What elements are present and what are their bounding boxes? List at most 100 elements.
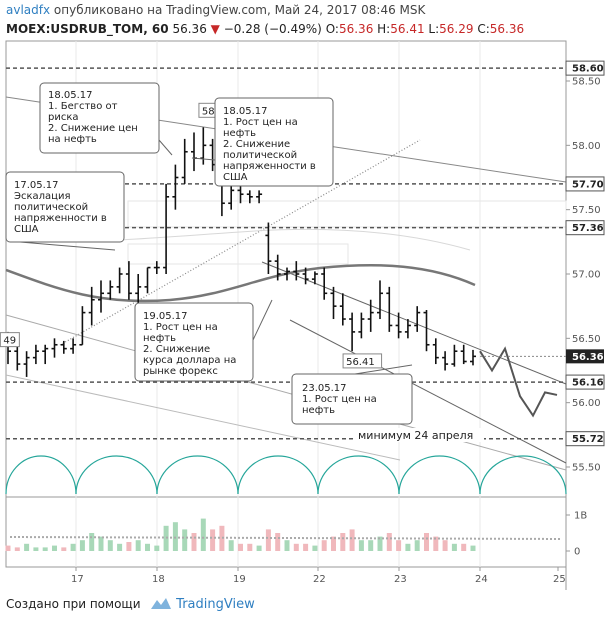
ohlc-bar xyxy=(330,286,337,320)
time-tick-label: 25 xyxy=(553,574,566,585)
cycle-arc xyxy=(317,455,400,495)
cycle-arc xyxy=(479,455,567,495)
annotation-min[interactable]: минимум 24 апреля xyxy=(356,428,484,442)
annotation-1705[interactable]: 17.05.17 Эскалация политической напряженнос… xyxy=(5,171,125,251)
annotation-line: политической xyxy=(14,202,88,213)
volume-bar xyxy=(358,540,364,551)
volume-bar xyxy=(293,543,299,551)
annotation-line: 1. Рост цен на xyxy=(143,322,218,333)
ohlc-bar xyxy=(432,338,439,365)
volume-ma-line xyxy=(9,536,563,540)
annotation-1805b[interactable]: 18.05.17 1. Рост цен на нефть 2. Снижение по… xyxy=(191,97,334,187)
level-tag xyxy=(565,60,605,76)
volume-bar xyxy=(98,536,104,551)
lower-fan-line-2 xyxy=(5,374,401,461)
level-tag xyxy=(565,176,605,192)
ohlc-bar xyxy=(32,344,39,365)
ohlc-bar xyxy=(404,319,411,339)
ohlc-bar xyxy=(14,344,21,371)
volume-bar xyxy=(210,529,216,551)
ohlc-bar xyxy=(265,222,272,274)
volume-bar xyxy=(340,533,346,551)
volume-bar xyxy=(117,543,123,551)
moving-average-line xyxy=(5,264,476,303)
annotation-1805a[interactable]: 18.05.17 1. Бегство от риска 2. Снижение це… xyxy=(39,82,173,156)
price-chart[interactable]: 58.60 57.70 57.36 56.16 55.72 58.50 58.00 57.5… xyxy=(0,0,611,590)
volume-bar xyxy=(275,533,281,551)
lower-fan-line xyxy=(5,314,567,471)
volume-bar xyxy=(396,540,402,551)
volume-bar xyxy=(135,540,141,551)
price-axis-ticks: 58.50 58.00 57.50 57.00 56.50 56.00 55.50 xyxy=(566,77,601,474)
volume-bars: 1B 0 xyxy=(5,511,587,558)
ohlc-bars xyxy=(5,127,476,377)
published-text: опубликовано на TradingView.com, Май 24,… xyxy=(53,3,426,17)
volume-bar xyxy=(126,542,132,551)
price-marker-label: 56.41 xyxy=(346,357,375,368)
annotation-line: 1. Рост цен на xyxy=(223,117,298,128)
cycle-arc xyxy=(398,455,481,495)
volume-bar xyxy=(145,543,150,551)
ohlc-bar xyxy=(349,312,356,352)
volume-bar xyxy=(377,536,383,551)
price-tick-label: 56.50 xyxy=(572,334,601,345)
annotation-line: 2. Снижение цен xyxy=(48,123,138,134)
volume-bar xyxy=(89,533,95,551)
volume-bar xyxy=(349,529,355,551)
volume-bar xyxy=(5,545,11,551)
annotation-2305[interactable]: 23.05.17 1. Рост цен на нефть xyxy=(291,364,413,425)
price-tick-label: 57.00 xyxy=(572,270,601,281)
author-link[interactable]: avladfx xyxy=(6,3,51,17)
price-change: −0.28 (−0.49%) xyxy=(223,22,322,36)
trend-lines xyxy=(5,96,567,471)
annotation-line: нефть xyxy=(223,128,256,139)
annotation-line: риска xyxy=(48,112,79,123)
volume-bar xyxy=(228,540,234,551)
tradingview-brand[interactable]: TradingView xyxy=(176,597,255,612)
ohlc-low: L:56.29 xyxy=(428,22,474,36)
ohlc-bar xyxy=(135,274,142,307)
channel-upper-line xyxy=(261,261,567,385)
volume-bar xyxy=(219,525,225,551)
volume-bar xyxy=(451,543,457,551)
ohlc-bar xyxy=(116,267,123,294)
ohlc-bar xyxy=(423,310,430,352)
volume-bar xyxy=(200,518,206,551)
level-label: 56.16 xyxy=(572,378,604,389)
ohlc-bar xyxy=(181,138,188,184)
volume-bar xyxy=(182,529,188,551)
volume-bar xyxy=(256,545,262,551)
annotation-1905[interactable]: 19.05.17 1. Рост цен на нефть 2. Снижение ку… xyxy=(134,299,273,382)
price-marker-box xyxy=(342,353,383,369)
zone-rect-1 xyxy=(127,200,567,228)
ohlc-bar xyxy=(191,132,197,172)
price-tick-label: 58.50 xyxy=(572,77,601,88)
annotation-line: напряженности в xyxy=(223,161,316,172)
volume-bar xyxy=(312,545,318,551)
volume-bar xyxy=(331,536,336,551)
cycle-arcs xyxy=(5,455,567,495)
volume-bar xyxy=(61,547,67,551)
ohlc-bar xyxy=(88,286,95,326)
down-triangle-icon: ▼ xyxy=(210,22,220,36)
volume-bar xyxy=(470,545,476,551)
level-label: 58.60 xyxy=(572,64,604,75)
tradingview-logo-icon[interactable] xyxy=(150,596,172,613)
ohlc-bar xyxy=(451,344,458,367)
volume-bar xyxy=(107,540,113,551)
price-tick-label: 58.00 xyxy=(572,141,601,152)
ohlc-bar xyxy=(172,164,179,210)
ohlc-open: O:56.36 xyxy=(325,22,374,36)
annotation-line: напряженности в xyxy=(14,213,107,224)
ohlc-bar xyxy=(460,344,467,365)
volume-bar xyxy=(191,533,197,551)
volume-bar xyxy=(433,536,439,551)
annotation-line: 17.05.17 xyxy=(14,180,59,191)
last-price-box xyxy=(566,349,604,364)
ohlc-bar xyxy=(367,299,374,332)
volume-bar xyxy=(238,543,243,551)
